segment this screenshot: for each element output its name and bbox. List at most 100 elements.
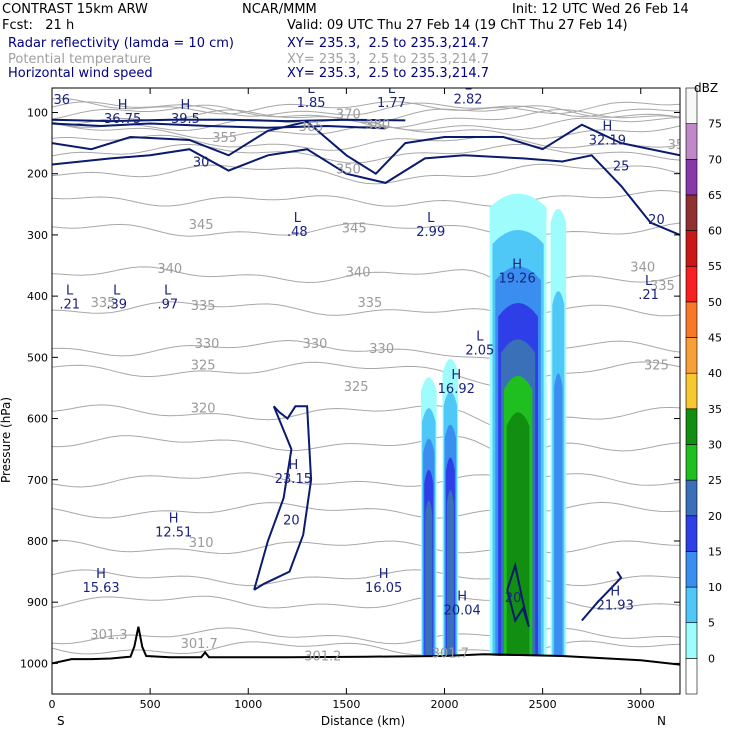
valid-time: Valid: 09 UTC Thu 27 Feb 14 (19 ChT Thu … xyxy=(287,18,628,33)
theta-contour xyxy=(52,640,680,656)
wind-contour-label: 30 xyxy=(193,155,210,170)
extremum-marker: L xyxy=(388,82,396,97)
extremum-value: .48 xyxy=(287,225,308,240)
colorbar-unit: dBZ xyxy=(694,81,718,95)
colorbar-level-label: 40 xyxy=(708,367,722,380)
theta-contour xyxy=(52,595,680,610)
extremum-marker: L xyxy=(645,274,653,289)
colorbar-swatch xyxy=(685,551,698,588)
theta-contour-label: 355 xyxy=(212,131,237,146)
colorbar-swatch xyxy=(685,337,698,374)
theta-contour xyxy=(52,143,680,164)
contour-labels: 301.3 301.7 301.2 301.7 310 320 325 325 325 330 33… xyxy=(54,82,693,664)
x-axis-label: Distance (km) xyxy=(321,714,405,728)
colorbar-level-label: 0 xyxy=(708,652,715,665)
center-title: NCAR/MMM xyxy=(242,2,317,17)
colorbar-swatch xyxy=(685,444,698,481)
wind-contour-label: 25 xyxy=(613,160,630,175)
theta-contour-label: 330 xyxy=(369,342,394,357)
theta-contour-label: 340 xyxy=(630,261,655,276)
theta-contour-label: 301.7 xyxy=(432,646,469,661)
theta-contour xyxy=(52,627,680,645)
theta-contour xyxy=(52,472,680,488)
colorbar-level-label: 75 xyxy=(708,118,722,131)
init-time: Init: 12 UTC Wed 26 Feb 14 xyxy=(512,2,689,17)
colorbar-swatch xyxy=(685,372,698,410)
colorbar-level-label: 45 xyxy=(708,332,722,345)
theta-contour-label: 340 xyxy=(346,266,371,281)
extremum-value: 21.93 xyxy=(597,599,634,614)
reflectivity-band xyxy=(554,373,563,657)
colorbar-swatch xyxy=(685,586,698,624)
colorbar-level-label: 55 xyxy=(708,260,722,273)
theta-contour xyxy=(52,266,680,289)
x-tick-label: 2500 xyxy=(529,698,557,711)
colorbar-level-label: 25 xyxy=(708,474,722,487)
theta-contour-label: 340 xyxy=(157,262,182,277)
extremum-marker: H xyxy=(379,567,389,582)
theta-contour xyxy=(52,117,680,132)
x-tick-label: 1000 xyxy=(234,698,262,711)
theta-contour xyxy=(52,98,680,115)
x-axis-end-label: N xyxy=(657,714,666,728)
extremum-value: 1.77 xyxy=(377,96,406,111)
colorbar-level-label: 10 xyxy=(708,581,722,594)
theta-contour-label: 350 xyxy=(336,163,361,178)
field-name-wind: Horizontal wind speed xyxy=(8,66,153,81)
wind-contours xyxy=(52,118,680,628)
field-name-reflectivity: Radar reflectivity (lamda = 10 cm) xyxy=(8,36,234,51)
x-tick-label: 0 xyxy=(49,698,56,711)
extremum-marker: H xyxy=(288,458,298,473)
terrain-line xyxy=(52,626,680,666)
extremum-marker: H xyxy=(181,98,191,113)
y-tick-label: 400 xyxy=(27,290,48,303)
colorbar-level-label: 70 xyxy=(708,153,722,166)
colorbar-swatch xyxy=(685,658,698,695)
field-xy-theta: XY= 235.3, 2.5 to 235.3,214.7 xyxy=(287,52,490,67)
extremum-marker: H xyxy=(169,512,179,527)
theta-contour xyxy=(52,222,680,238)
extremum-marker: H xyxy=(457,589,467,604)
extremum-value: 23.15 xyxy=(275,472,312,487)
wind-contour-25 xyxy=(52,148,680,236)
colorbar-level-label: 60 xyxy=(708,225,722,238)
y-tick-label: 500 xyxy=(27,351,48,364)
y-tick-label: 100 xyxy=(27,106,48,119)
x-tick-label: 3000 xyxy=(627,698,655,711)
colorbar: 0 5 10 15 20 25 30 35 40 45 50 55 60 65 70 75 xyxy=(685,87,722,695)
theta-contour-label: 320 xyxy=(191,401,216,416)
theta-contour xyxy=(52,123,680,140)
theta-contour-label: 335 xyxy=(650,279,675,294)
wind-contour-20-east xyxy=(581,571,623,622)
extremum-value: 2.05 xyxy=(465,343,494,358)
extremum-marker: L xyxy=(164,283,172,298)
extremum-value: 32.19 xyxy=(589,133,626,148)
theta-contour xyxy=(52,104,680,124)
theta-contour-label: 355 xyxy=(668,138,693,153)
theta-contour-label: 330 xyxy=(303,337,328,352)
extremum-marker: H xyxy=(96,567,106,582)
theta-contour xyxy=(52,163,680,185)
extremum-value: .21 xyxy=(638,288,659,303)
extremum-marker: H xyxy=(451,368,461,383)
y-tick-label: 200 xyxy=(27,168,48,181)
theta-contour-label: 365 xyxy=(299,120,324,135)
y-tick-label: 900 xyxy=(27,596,48,609)
wind-contour-35 xyxy=(52,122,386,130)
extremum-value: 16.05 xyxy=(365,581,402,596)
colorbar-swatch xyxy=(685,622,698,659)
colorbar-level-label: 35 xyxy=(708,403,722,416)
theta-contour xyxy=(52,189,680,207)
theta-contour-label: 335 xyxy=(91,296,116,311)
theta-contour xyxy=(52,404,680,431)
colorbar-swatch xyxy=(685,194,698,231)
colorbar-swatch xyxy=(685,301,698,338)
theta-contour-label: 325 xyxy=(644,359,669,374)
extremum-value: .97 xyxy=(157,297,178,312)
colorbar-level-label: 30 xyxy=(708,438,722,451)
theta-contour-label: 325 xyxy=(344,380,369,395)
wind-contour-20-core xyxy=(506,561,530,628)
model-title: CONTRAST 15km ARW xyxy=(2,2,148,17)
theta-contour-label: 335 xyxy=(358,296,383,311)
